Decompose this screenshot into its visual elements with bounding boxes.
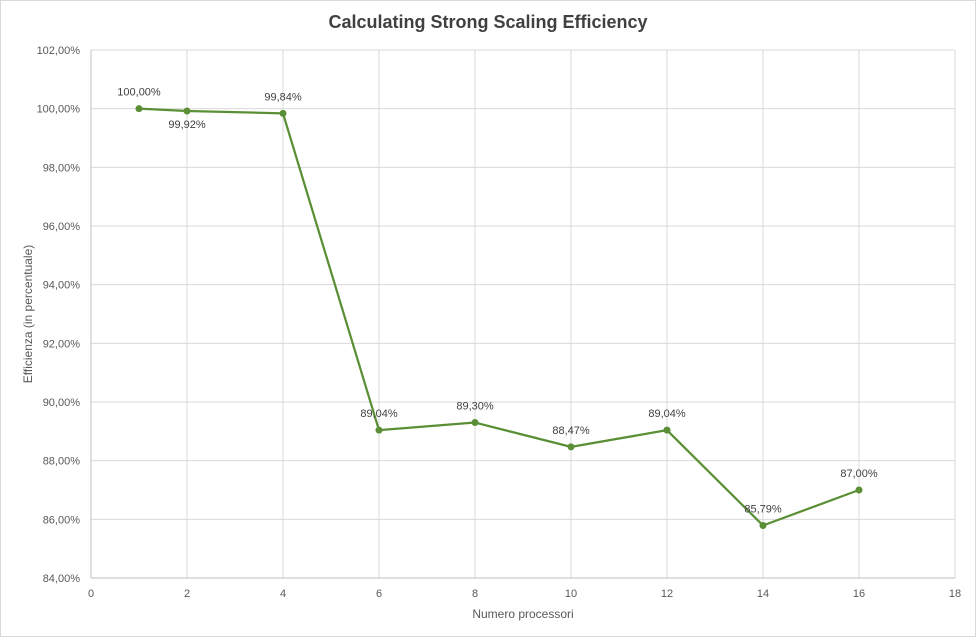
y-tick-label: 90,00% — [43, 397, 81, 409]
x-tick-label: 2 — [184, 588, 190, 600]
data-point — [375, 426, 383, 434]
data-point — [279, 109, 287, 117]
data-label: 89,30% — [456, 401, 494, 413]
data-point — [567, 443, 575, 451]
y-tick-label: 86,00% — [43, 514, 81, 526]
data-label: 89,04% — [360, 408, 398, 420]
y-axis-title: Efficienza (in percentuale) — [21, 245, 35, 384]
data-label: 100,00% — [117, 87, 161, 99]
chart-title: Calculating Strong Scaling Efficiency — [328, 12, 648, 32]
data-point — [183, 107, 191, 115]
data-label: 85,79% — [744, 503, 782, 515]
series-polyline — [138, 107, 860, 527]
data-labels: 100,00% 99,92% 99,84% 89,04% 89,30% 88,47% 89,… — [117, 87, 878, 516]
y-tick-label: 92,00% — [43, 338, 81, 350]
data-points — [135, 105, 863, 529]
x-tick-label: 14 — [757, 588, 769, 600]
x-axis-title: Numero processori — [472, 607, 573, 621]
x-tick-label: 0 — [88, 588, 94, 600]
data-label: 89,04% — [648, 408, 686, 420]
y-tick-labels: 84,00% 86,00% 88,00% 90,00% 92,00% 94,00% 96,0… — [37, 45, 81, 585]
gridlines — [90, 49, 956, 579]
series-line — [138, 107, 860, 527]
data-label: 88,47% — [552, 425, 590, 437]
data-point — [135, 105, 143, 113]
y-tick-label: 94,00% — [43, 280, 81, 292]
data-point — [471, 419, 479, 427]
x-tick-label: 16 — [853, 588, 865, 600]
y-tick-label: 88,00% — [43, 456, 81, 468]
x-tick-label: 18 — [949, 588, 961, 600]
y-tick-label: 98,00% — [43, 162, 81, 174]
data-label: 99,92% — [168, 119, 206, 131]
y-tick-label: 102,00% — [37, 45, 81, 57]
x-tick-labels: 0 2 4 6 8 10 12 14 16 18 — [88, 588, 961, 600]
y-tick-label: 84,00% — [43, 573, 81, 585]
data-label: 87,00% — [840, 468, 878, 480]
x-tick-label: 8 — [472, 588, 478, 600]
y-tick-label: 100,00% — [37, 104, 81, 116]
x-tick-label: 6 — [376, 588, 382, 600]
data-label: 99,84% — [264, 91, 302, 103]
data-point — [663, 426, 671, 434]
x-tick-label: 4 — [280, 588, 286, 600]
x-tick-label: 12 — [661, 588, 673, 600]
data-point — [759, 521, 767, 529]
y-tick-label: 96,00% — [43, 221, 81, 233]
data-point — [855, 486, 863, 494]
x-tick-label: 10 — [565, 588, 577, 600]
